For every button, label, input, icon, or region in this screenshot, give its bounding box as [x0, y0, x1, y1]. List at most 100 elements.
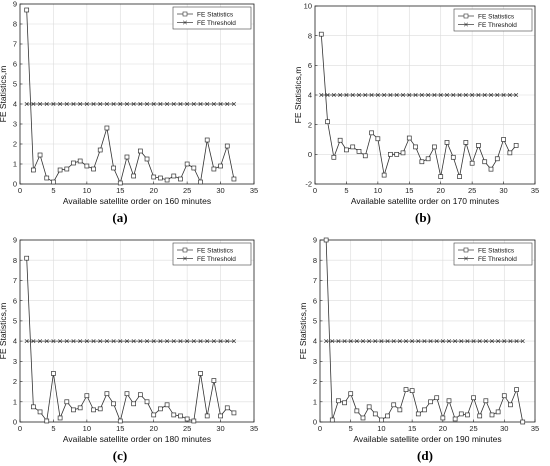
x-tick-label: 0 — [18, 186, 22, 195]
legend-entry: FE Threshold — [197, 20, 236, 27]
data-point — [520, 419, 526, 425]
data-point — [104, 391, 110, 397]
x-tick-label: 15 — [405, 186, 413, 195]
y-tick-label: 6 — [308, 61, 312, 70]
legend-entry: FE Statistics — [197, 11, 234, 18]
y-tick-label: 3 — [13, 120, 17, 129]
data-point — [131, 101, 136, 107]
data-point — [507, 92, 512, 98]
data-point — [422, 407, 427, 413]
data-point — [375, 92, 380, 98]
data-point — [354, 408, 360, 414]
data-point — [44, 418, 50, 424]
legend-marker-x — [463, 22, 469, 27]
y-tick-label: 4 — [308, 91, 312, 100]
data-point — [373, 339, 378, 344]
data-point — [342, 339, 347, 344]
data-point — [482, 159, 488, 165]
x-tick-label: 20 — [437, 186, 445, 195]
data-point — [319, 92, 324, 98]
y-tick-label: 9 — [13, 0, 17, 9]
data-point — [413, 92, 418, 98]
x-tick-label: 25 — [469, 424, 477, 433]
data-point — [51, 371, 56, 376]
data-point — [84, 339, 89, 344]
x-tick-label: 25 — [468, 186, 476, 195]
data-point — [151, 339, 156, 344]
data-point — [432, 144, 437, 150]
data-point — [440, 339, 445, 344]
data-point — [165, 339, 170, 344]
legend-marker-x — [463, 256, 469, 261]
data-point — [362, 153, 368, 159]
data-point — [360, 415, 366, 421]
data-point — [51, 101, 56, 107]
data-point — [440, 415, 446, 421]
data-point — [428, 399, 433, 405]
axes-box — [19, 3, 255, 185]
data-point — [325, 92, 330, 98]
data-point — [191, 101, 196, 107]
data-point — [64, 101, 69, 107]
data-point — [111, 165, 116, 171]
data-point — [422, 339, 427, 344]
data-point — [488, 166, 494, 172]
panel-caption: (a) — [112, 210, 127, 225]
data-point — [224, 143, 230, 149]
data-point — [191, 165, 197, 171]
data-point — [91, 407, 96, 413]
data-point — [350, 144, 356, 150]
y-tick-label: 8 — [308, 31, 312, 40]
data-point — [117, 180, 123, 186]
y-tick-label: 9 — [313, 236, 317, 245]
data-point — [489, 339, 495, 344]
x-tick-label: 0 — [18, 424, 22, 433]
data-point — [391, 402, 397, 408]
data-point — [344, 92, 349, 98]
data-point — [118, 101, 123, 107]
data-point — [138, 101, 143, 107]
data-point — [457, 174, 462, 179]
y-tick-label: 4 — [13, 100, 17, 109]
y-tick-label: 6 — [13, 60, 17, 69]
x-tick-label: 25 — [183, 424, 191, 433]
data-point — [138, 339, 143, 344]
data-point — [211, 166, 217, 172]
data-point — [495, 92, 500, 98]
data-point — [151, 412, 157, 418]
panel-caption: (c) — [113, 448, 127, 463]
data-point — [191, 339, 196, 344]
data-point — [463, 92, 468, 98]
data-point — [372, 411, 378, 417]
data-point — [520, 339, 525, 344]
data-point — [198, 101, 203, 107]
data-point — [205, 339, 210, 344]
panel-caption: (d) — [417, 448, 433, 463]
y-tick-label: -2 — [305, 180, 312, 189]
data-point — [432, 92, 437, 98]
data-point — [444, 92, 450, 98]
data-point — [198, 371, 203, 376]
data-point — [413, 144, 418, 150]
data-point — [224, 405, 230, 411]
data-point — [381, 172, 387, 178]
x-tick-label: 20 — [150, 424, 158, 433]
data-point — [354, 339, 359, 344]
data-point — [37, 409, 43, 415]
chart-panel-1: 0 5 10 15 20 25 30 35 0 1 2 3 4 5 6 7 8 9 Available satell… — [0, 0, 258, 225]
data-point — [400, 92, 406, 98]
data-point — [64, 399, 70, 405]
data-point — [483, 398, 489, 404]
y-tick-label: 5 — [13, 316, 17, 325]
data-point — [198, 179, 203, 185]
data-point — [489, 412, 495, 418]
data-point — [211, 101, 216, 107]
data-point — [438, 174, 444, 179]
y-tick-label: 0 — [13, 180, 17, 189]
data-point — [231, 101, 236, 107]
plot-area — [20, 4, 254, 184]
panel-caption: (b) — [415, 210, 431, 225]
data-point — [131, 173, 137, 179]
y-tick-label: 0 — [313, 418, 317, 427]
legend-box — [172, 6, 252, 30]
